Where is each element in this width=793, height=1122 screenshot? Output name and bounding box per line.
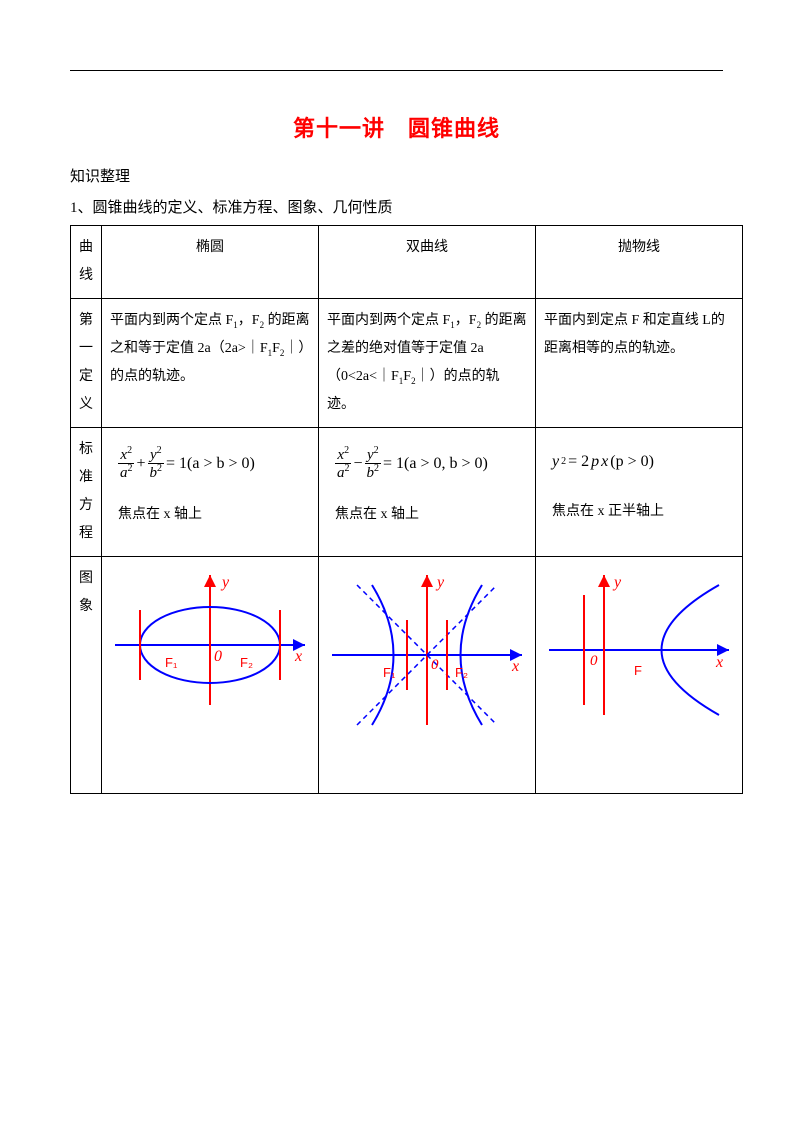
origin-label: 0	[214, 648, 222, 665]
page-title: 第十一讲 圆锥曲线	[70, 111, 723, 143]
text: y	[150, 447, 157, 463]
eq-ellipse: x2a2 + y2b2 = 1(a > b > 0) 焦点在 x 轴上	[102, 428, 319, 557]
focus-note: 焦点在 x 轴上	[118, 501, 310, 529]
x-label: x	[715, 654, 723, 671]
text: +	[137, 448, 146, 480]
text: = 2	[568, 446, 589, 478]
f-label: F	[634, 663, 642, 678]
text: F	[272, 341, 280, 356]
text: y	[367, 447, 374, 463]
f2-label: F₂	[240, 655, 253, 670]
col-header-parabola: 抛物线	[536, 226, 743, 299]
table-row: 图象	[71, 557, 743, 794]
col-header-ellipse: 椭圆	[102, 226, 319, 299]
page: 第十一讲 圆锥曲线 知识整理 1、圆锥曲线的定义、标准方程、图象、几何性质 曲线…	[0, 0, 793, 1122]
conic-table: 曲线 椭圆 双曲线 抛物线 第一定义 平面内到两个定点 F1，F2 的距离之和等…	[70, 225, 743, 794]
text: b	[150, 465, 158, 481]
eq-parabola: y2 = 2px(p > 0) 焦点在 x 正半轴上	[536, 428, 743, 557]
intro-line: 1、圆锥曲线的定义、标准方程、图象、几何性质	[70, 196, 723, 217]
def-hyperbola: 平面内到两个定点 F1，F2 的距离之差的绝对值等于定值 2a（0<2a<｜F1…	[319, 299, 536, 428]
rowlabel-def: 第一定义	[71, 299, 102, 428]
y-label: y	[220, 574, 230, 591]
graph-hyperbola: y x 0 F₁ F₂	[319, 557, 536, 794]
text: p	[591, 446, 599, 478]
f2-label: F₂	[455, 665, 468, 680]
text: ，F	[238, 313, 260, 328]
text: (p > 0)	[610, 446, 654, 478]
graph-parabola: y x 0 F	[536, 557, 743, 794]
text: 平面内到两个定点 F	[327, 313, 450, 328]
def-ellipse: 平面内到两个定点 F1，F2 的距离之和等于定值 2a（2a>｜F1F2｜）的点…	[102, 299, 319, 428]
section-heading: 知识整理	[70, 165, 723, 186]
text: x	[601, 446, 608, 478]
rowlabel-eq: 标准方程	[71, 428, 102, 557]
x-label: x	[294, 648, 302, 665]
hyperbola-svg: y x 0 F₁ F₂	[327, 565, 527, 735]
text: = 1(a > b > 0)	[166, 448, 255, 480]
top-rule	[70, 70, 723, 71]
text: 平面内到两个定点 F	[110, 313, 233, 328]
text: −	[354, 448, 363, 480]
graph-ellipse: y x 0 F₁ F₂	[102, 557, 319, 794]
rowlabel-curve: 曲线	[71, 226, 102, 299]
x-label: x	[511, 658, 519, 675]
def-parabola: 平面内到定点 F 和定直线 L的距离相等的点的轨迹。	[536, 299, 743, 428]
eq-hyperbola: x2a2 − y2b2 = 1(a > 0, b > 0) 焦点在 x 轴上	[319, 428, 536, 557]
ellipse-svg: y x 0 F₁ F₂	[110, 565, 310, 715]
f1-label: F₁	[165, 655, 178, 670]
y-label: y	[612, 574, 622, 591]
focus-note: 焦点在 x 轴上	[335, 501, 527, 529]
text: ，F	[455, 313, 477, 328]
origin-label: 0	[431, 657, 439, 673]
table-row: 标准方程 x2a2 + y2b2 = 1(a > b > 0) 焦点在 x 轴上…	[71, 428, 743, 557]
focus-note: 焦点在 x 正半轴上	[552, 498, 734, 526]
text: = 1(a > 0, b > 0)	[383, 448, 488, 480]
text: y	[552, 446, 559, 478]
col-header-hyperbola: 双曲线	[319, 226, 536, 299]
text: a	[120, 465, 128, 481]
table-row: 第一定义 平面内到两个定点 F1，F2 的距离之和等于定值 2a（2a>｜F1F…	[71, 299, 743, 428]
f1-label: F₁	[383, 665, 396, 680]
origin-label: 0	[590, 653, 598, 669]
text: b	[367, 465, 375, 481]
rowlabel-graph: 图象	[71, 557, 102, 794]
parabola-svg: y x 0 F	[544, 565, 734, 725]
text: F	[403, 369, 411, 384]
table-row: 曲线 椭圆 双曲线 抛物线	[71, 226, 743, 299]
text: a	[337, 465, 345, 481]
y-label: y	[435, 574, 445, 591]
